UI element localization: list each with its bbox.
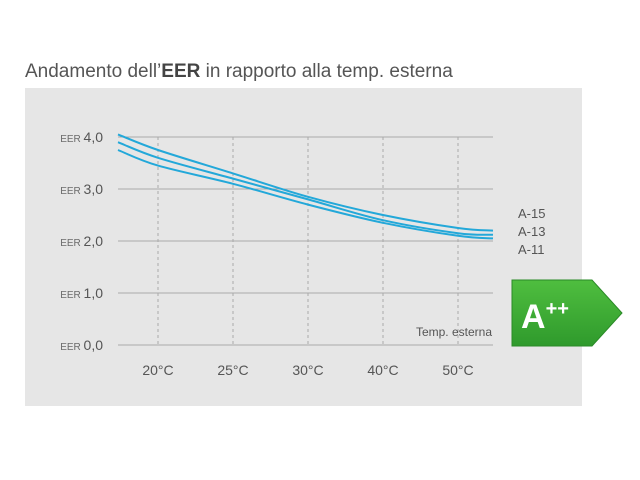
- y-tick-prefix: EER: [60, 238, 83, 249]
- chart-panel: [25, 88, 582, 406]
- series-legend: A-15 A-13 A-11: [518, 206, 545, 257]
- legend-label-a-13: A-13: [518, 224, 545, 239]
- y-tick-prefix: EER: [60, 134, 83, 145]
- title-suffix: in rapporto alla temp. esterna: [200, 61, 453, 82]
- badge-text: A++: [521, 298, 569, 336]
- series-line-a-11: [117, 149, 494, 240]
- y-tick-value: 0,0: [84, 337, 104, 353]
- badge-superscript: ++: [546, 298, 569, 320]
- energy-class-badge: A++: [511, 279, 623, 347]
- title-bold: EER: [161, 61, 200, 82]
- y-tick-value: 1,0: [84, 285, 104, 301]
- x-axis-label: Temp. esterna: [416, 325, 492, 339]
- x-axis-ticks: 20°C 25°C 30°C 40°C 50°C: [142, 362, 473, 378]
- x-tick-label: 20°C: [142, 362, 173, 378]
- x-tick-label: 25°C: [217, 362, 248, 378]
- y-tick-prefix: EER: [60, 290, 83, 301]
- grid: [118, 136, 493, 346]
- series-line-a-15: [117, 133, 494, 232]
- x-tick-label: 50°C: [442, 362, 473, 378]
- y-tick-label: EER 1,0: [60, 285, 103, 301]
- y-tick-label: EER 0,0: [60, 337, 103, 353]
- y-tick-value: 3,0: [84, 181, 104, 197]
- series-lines: [117, 133, 494, 240]
- y-tick-prefix: EER: [60, 186, 83, 197]
- legend-label-a-11: A-11: [518, 242, 545, 257]
- y-tick-label: EER 3,0: [60, 181, 103, 197]
- title-prefix: Andamento dell’: [25, 61, 161, 82]
- y-tick-label: EER 2,0: [60, 233, 103, 249]
- chart-title: Andamento dell’EER in rapporto alla temp…: [25, 61, 453, 82]
- x-tick-label: 40°C: [367, 362, 398, 378]
- x-tick-label: 30°C: [292, 362, 323, 378]
- series-line-a-13: [117, 141, 494, 236]
- y-tick-label: EER 4,0: [60, 129, 103, 145]
- y-tick-value: 4,0: [84, 129, 104, 145]
- badge-arrow-shape: [511, 279, 623, 347]
- legend-label-a-15: A-15: [518, 206, 545, 221]
- y-tick-value: 2,0: [84, 233, 104, 249]
- y-tick-prefix: EER: [60, 342, 83, 353]
- badge-class: A: [521, 298, 546, 336]
